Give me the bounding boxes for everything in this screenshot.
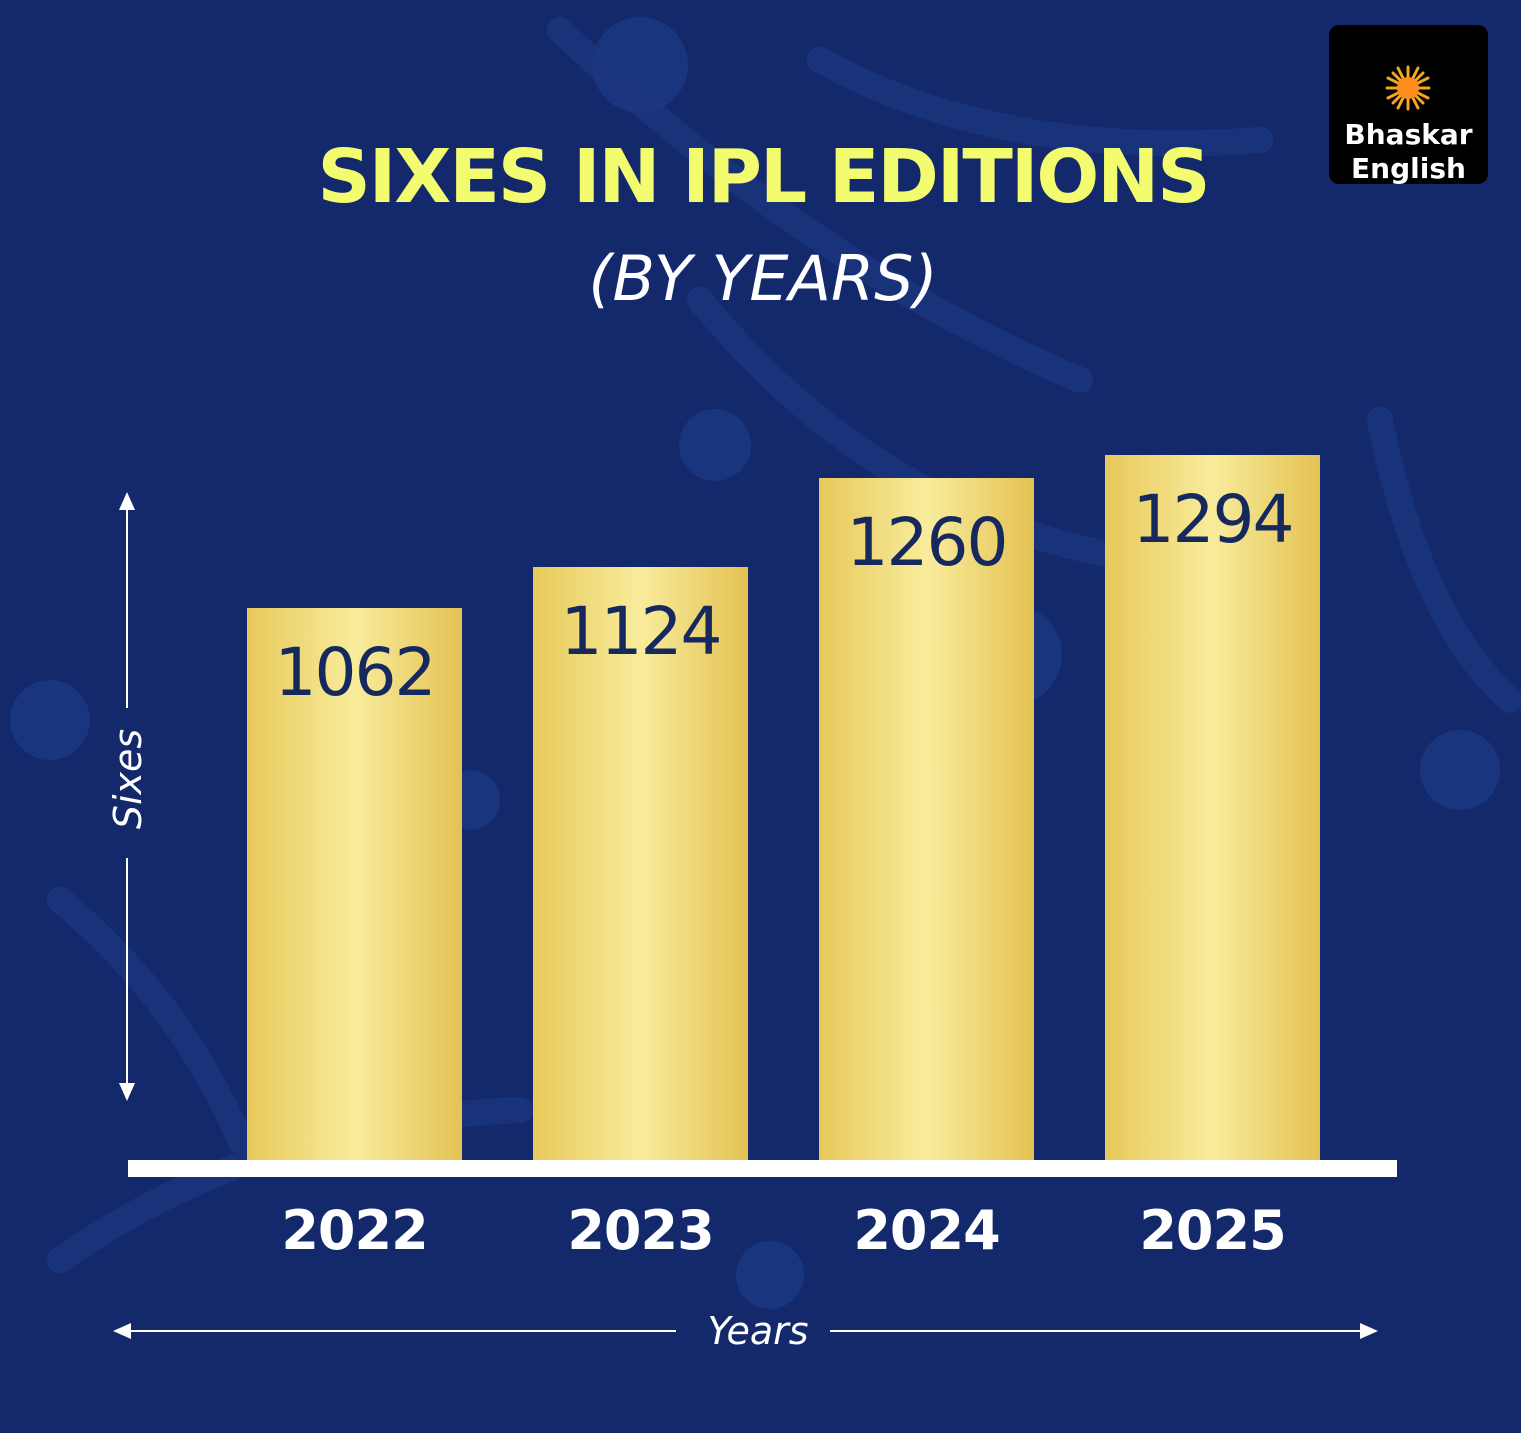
x-tick-label: 2022: [281, 1199, 428, 1262]
bar-value-label: 1260: [846, 503, 1009, 581]
sun-icon: [1385, 65, 1431, 111]
bar-value-label: 1124: [560, 593, 723, 671]
x-tick-label: 2023: [567, 1199, 714, 1262]
logo-text-english: English: [1351, 152, 1466, 185]
x-tick-label: 2024: [853, 1199, 1000, 1262]
bar-2024: 1260: [819, 477, 1034, 1160]
logo-text-bhaskar: Bhaskar: [1344, 118, 1473, 151]
bar-value-label: 1294: [1132, 481, 1295, 559]
x-axis-arrowhead-right: [1360, 1323, 1378, 1339]
bar-2025: 1294: [1105, 455, 1320, 1160]
chart-subtitle: (BY YEARS): [588, 242, 938, 315]
bar-value-label: 1062: [274, 633, 437, 711]
bar-2022: 1062: [247, 607, 462, 1160]
brand-logo: Bhaskar English: [1329, 25, 1488, 184]
x-axis-label: Years: [707, 1309, 809, 1353]
x-axis-baseline: [128, 1160, 1397, 1177]
y-axis-label: Sixes: [106, 728, 150, 830]
chart-title: SIXES IN IPL EDITIONS: [317, 134, 1210, 220]
y-axis-arrowhead-down: [119, 1083, 135, 1101]
x-axis-arrowhead-left: [113, 1323, 131, 1339]
x-tick-label: 2025: [1139, 1199, 1286, 1262]
bar-2023: 1124: [533, 567, 748, 1160]
y-axis-arrowhead-up: [119, 492, 135, 510]
